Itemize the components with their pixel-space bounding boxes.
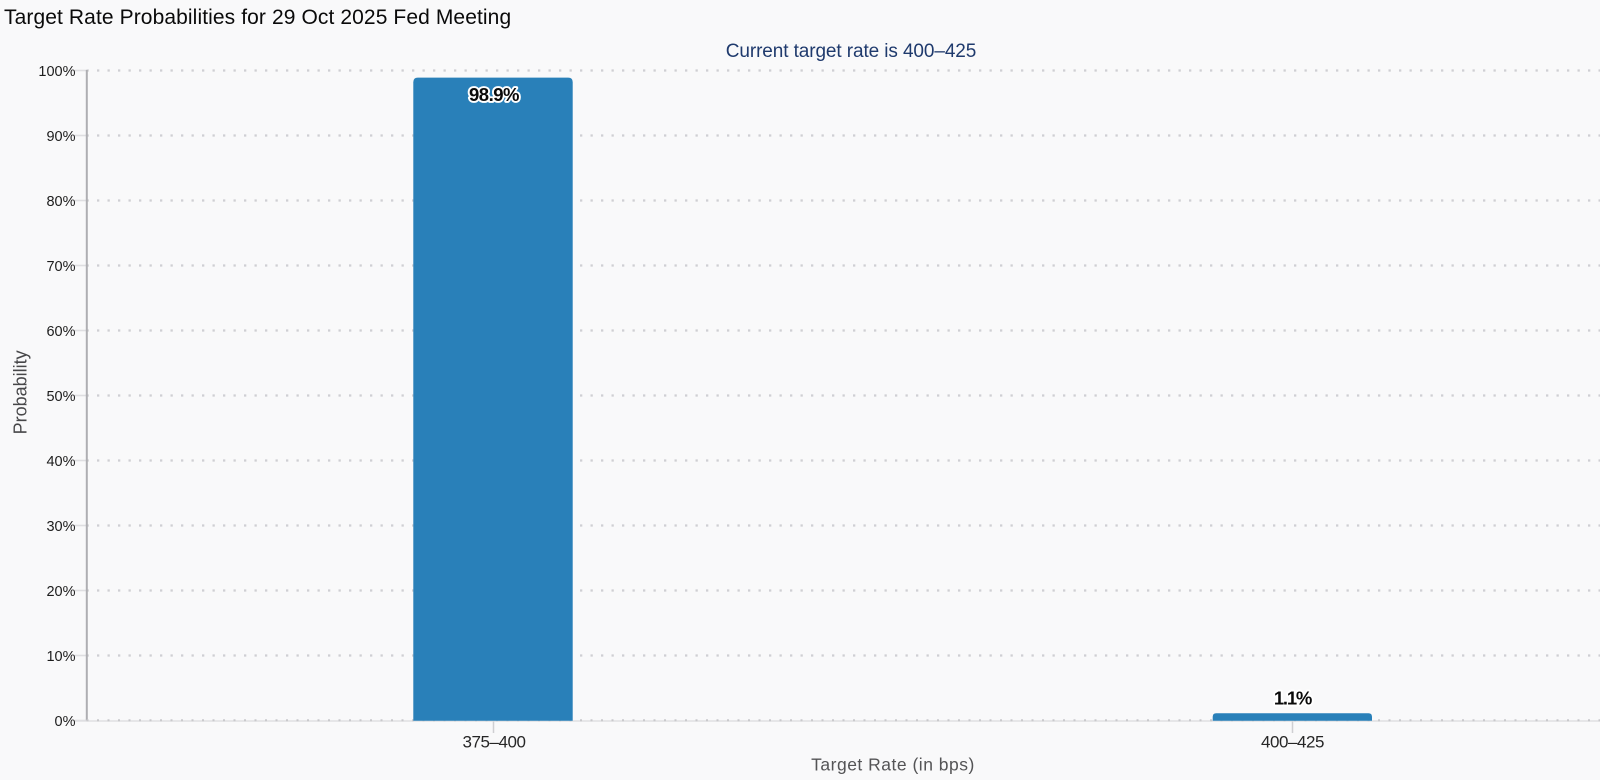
svg-text:98.9%: 98.9% xyxy=(469,84,519,105)
svg-text:10%: 10% xyxy=(46,649,75,665)
svg-text:400–425: 400–425 xyxy=(1261,733,1324,752)
svg-text:50%: 50% xyxy=(46,389,75,405)
svg-text:70%: 70% xyxy=(46,259,75,275)
svg-text:Current target rate is 400–425: Current target rate is 400–425 xyxy=(726,41,977,62)
svg-text:20%: 20% xyxy=(46,584,75,600)
svg-text:60%: 60% xyxy=(46,324,75,340)
svg-text:Target Rate Probabilities for: Target Rate Probabilities for 29 Oct 202… xyxy=(4,6,511,29)
svg-text:375–400: 375–400 xyxy=(462,733,525,752)
svg-text:Target Rate (in bps): Target Rate (in bps) xyxy=(811,755,975,775)
svg-text:1.1%: 1.1% xyxy=(1274,688,1312,709)
svg-text:80%: 80% xyxy=(46,194,75,210)
svg-text:40%: 40% xyxy=(46,454,75,470)
svg-text:0%: 0% xyxy=(55,714,76,730)
svg-text:30%: 30% xyxy=(46,519,75,535)
svg-text:Probability: Probability xyxy=(11,350,31,434)
svg-text:100%: 100% xyxy=(38,64,75,80)
svg-text:90%: 90% xyxy=(46,129,75,145)
